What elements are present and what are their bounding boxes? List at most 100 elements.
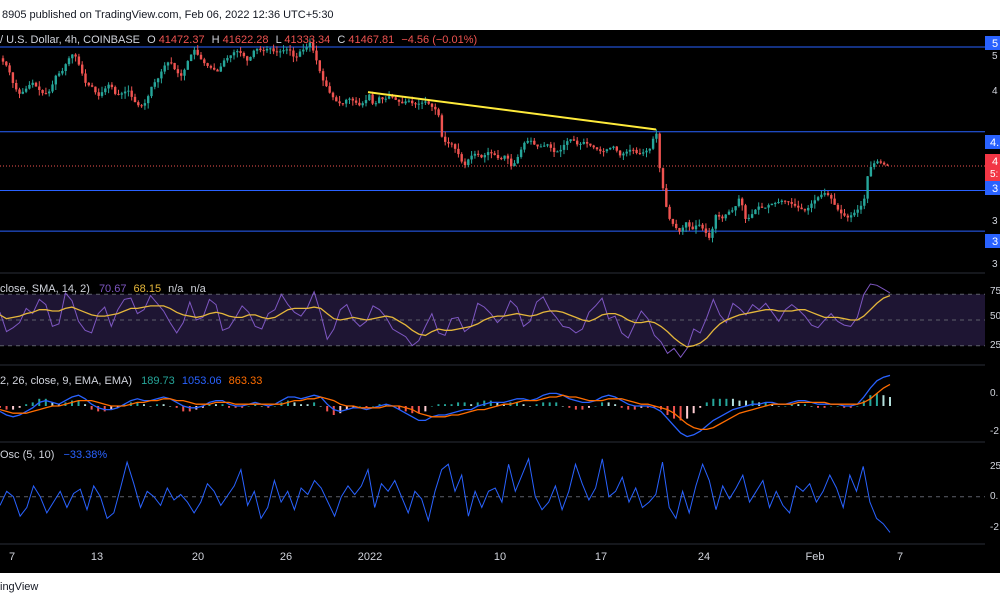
candle-body — [411, 100, 414, 104]
macd-hist-bar — [57, 404, 60, 406]
candle-body — [166, 62, 170, 66]
macd-hist-bar — [542, 402, 545, 406]
candle-body — [556, 151, 559, 153]
macd-hist-bar — [646, 406, 649, 408]
legend-h-value: 41622.28 — [223, 34, 269, 46]
macd-hist-bar — [843, 406, 846, 408]
time-axis[interactable]: 7 13 20 26 2022 10 17 24 Feb 7 — [9, 551, 903, 563]
macd-hist-bar — [332, 406, 335, 415]
macd-hist-bar — [574, 406, 577, 410]
axis-tick-3: 3 — [992, 216, 998, 227]
candle-body — [480, 154, 483, 158]
macd-hist-bar — [882, 395, 885, 406]
candle-body — [882, 162, 886, 165]
candle-body — [160, 71, 163, 79]
rsi-axis-75: 75 — [990, 286, 1000, 297]
osc-pane[interactable] — [0, 456, 985, 545]
candle-body — [503, 155, 506, 159]
candle-body — [11, 72, 15, 83]
candle-body — [453, 144, 457, 149]
candle-body — [734, 206, 737, 211]
macd-hist-value: 189.73 — [141, 375, 175, 387]
candle-body — [836, 204, 840, 210]
candle-body — [213, 67, 216, 70]
macd-hist-bar — [12, 406, 15, 410]
candle-body — [671, 218, 675, 224]
candle-body — [470, 155, 473, 160]
candle-body — [777, 201, 780, 204]
candle-body — [15, 82, 18, 90]
macd-hist-bar — [790, 404, 793, 406]
macd-hist-bar — [817, 406, 820, 408]
candle-body — [24, 88, 28, 92]
macd-hist-bar — [234, 406, 237, 408]
legend-change: −4.56 (−0.01%) — [401, 34, 477, 46]
candle-body — [506, 155, 510, 159]
macd-hist-bar — [97, 406, 100, 412]
candle-body — [143, 103, 147, 106]
candle-body — [81, 64, 84, 74]
candle-body — [282, 50, 285, 52]
rsi-pane[interactable] — [0, 283, 985, 366]
macd-hist-bar — [712, 398, 715, 406]
macd-hist-bar — [313, 402, 316, 406]
current-price-label: 4 — [992, 156, 998, 168]
macd-pane[interactable] — [0, 374, 985, 443]
price-axis[interactable]: 5 5 4 4. 4 5: 3 3 3 3 — [985, 36, 1000, 270]
candle-body — [737, 198, 741, 207]
macd-hist-bar — [25, 404, 28, 406]
macd-hist-bar — [777, 406, 780, 407]
macd-hist-bar — [535, 404, 538, 406]
footer-brand[interactable]: ingView — [0, 581, 39, 593]
candle-body — [345, 99, 348, 104]
osc-axis-25: 25 — [990, 461, 1000, 472]
candle-body — [793, 203, 797, 206]
candle-body — [28, 84, 31, 89]
candle-body — [18, 89, 21, 94]
candle-body — [285, 49, 288, 51]
macd-hist-bar — [241, 406, 244, 408]
candle-body — [513, 163, 516, 167]
candle-body — [262, 50, 265, 52]
candle-body — [638, 153, 642, 155]
candle-body — [450, 143, 453, 145]
candle-body — [477, 153, 480, 155]
macd-hist-bar — [692, 406, 695, 414]
candle-body — [328, 86, 331, 93]
candle-body — [731, 210, 734, 212]
candle-body — [371, 94, 374, 104]
candle-body — [203, 59, 206, 64]
macd-hist-bar — [483, 400, 486, 406]
macd-hist-bar — [162, 404, 165, 406]
candle-body — [318, 60, 321, 72]
price-pane[interactable] — [0, 38, 985, 274]
macd-hist-bar — [214, 404, 217, 406]
candle-body — [655, 133, 658, 139]
candle-body — [71, 54, 74, 59]
macd-hist-bar — [116, 406, 119, 408]
macd-hist-bar — [149, 406, 152, 407]
candle-body — [552, 147, 556, 153]
macd-hist-bar — [31, 402, 34, 406]
chart-area[interactable]: / U.S. Dollar, 4h, COINBASE O 41472.37 H… — [0, 30, 1000, 573]
macd-macd-value: 1053.06 — [182, 375, 222, 387]
macd-hist-bar — [869, 395, 872, 406]
rsi-value2: 68.15 — [134, 283, 162, 295]
macd-hist-bar — [699, 406, 702, 408]
macd-hist-bar — [731, 398, 734, 406]
candle-body — [269, 48, 272, 50]
time-label-3: 20 — [192, 551, 204, 563]
candle-body — [325, 80, 328, 87]
candle-body — [249, 56, 252, 61]
candle-body — [401, 101, 404, 104]
candle-body — [199, 54, 203, 60]
macd-hist-bar — [84, 404, 87, 406]
macd-hist-bar — [260, 406, 263, 407]
chart-svg[interactable]: / U.S. Dollar, 4h, COINBASE O 41472.37 H… — [0, 30, 1000, 573]
candle-body — [183, 69, 186, 76]
candle-body — [698, 224, 701, 226]
candle-body — [110, 84, 114, 88]
macd-hist-bar — [247, 406, 250, 407]
macd-hist-bar — [450, 404, 453, 406]
candle-body — [724, 214, 727, 219]
